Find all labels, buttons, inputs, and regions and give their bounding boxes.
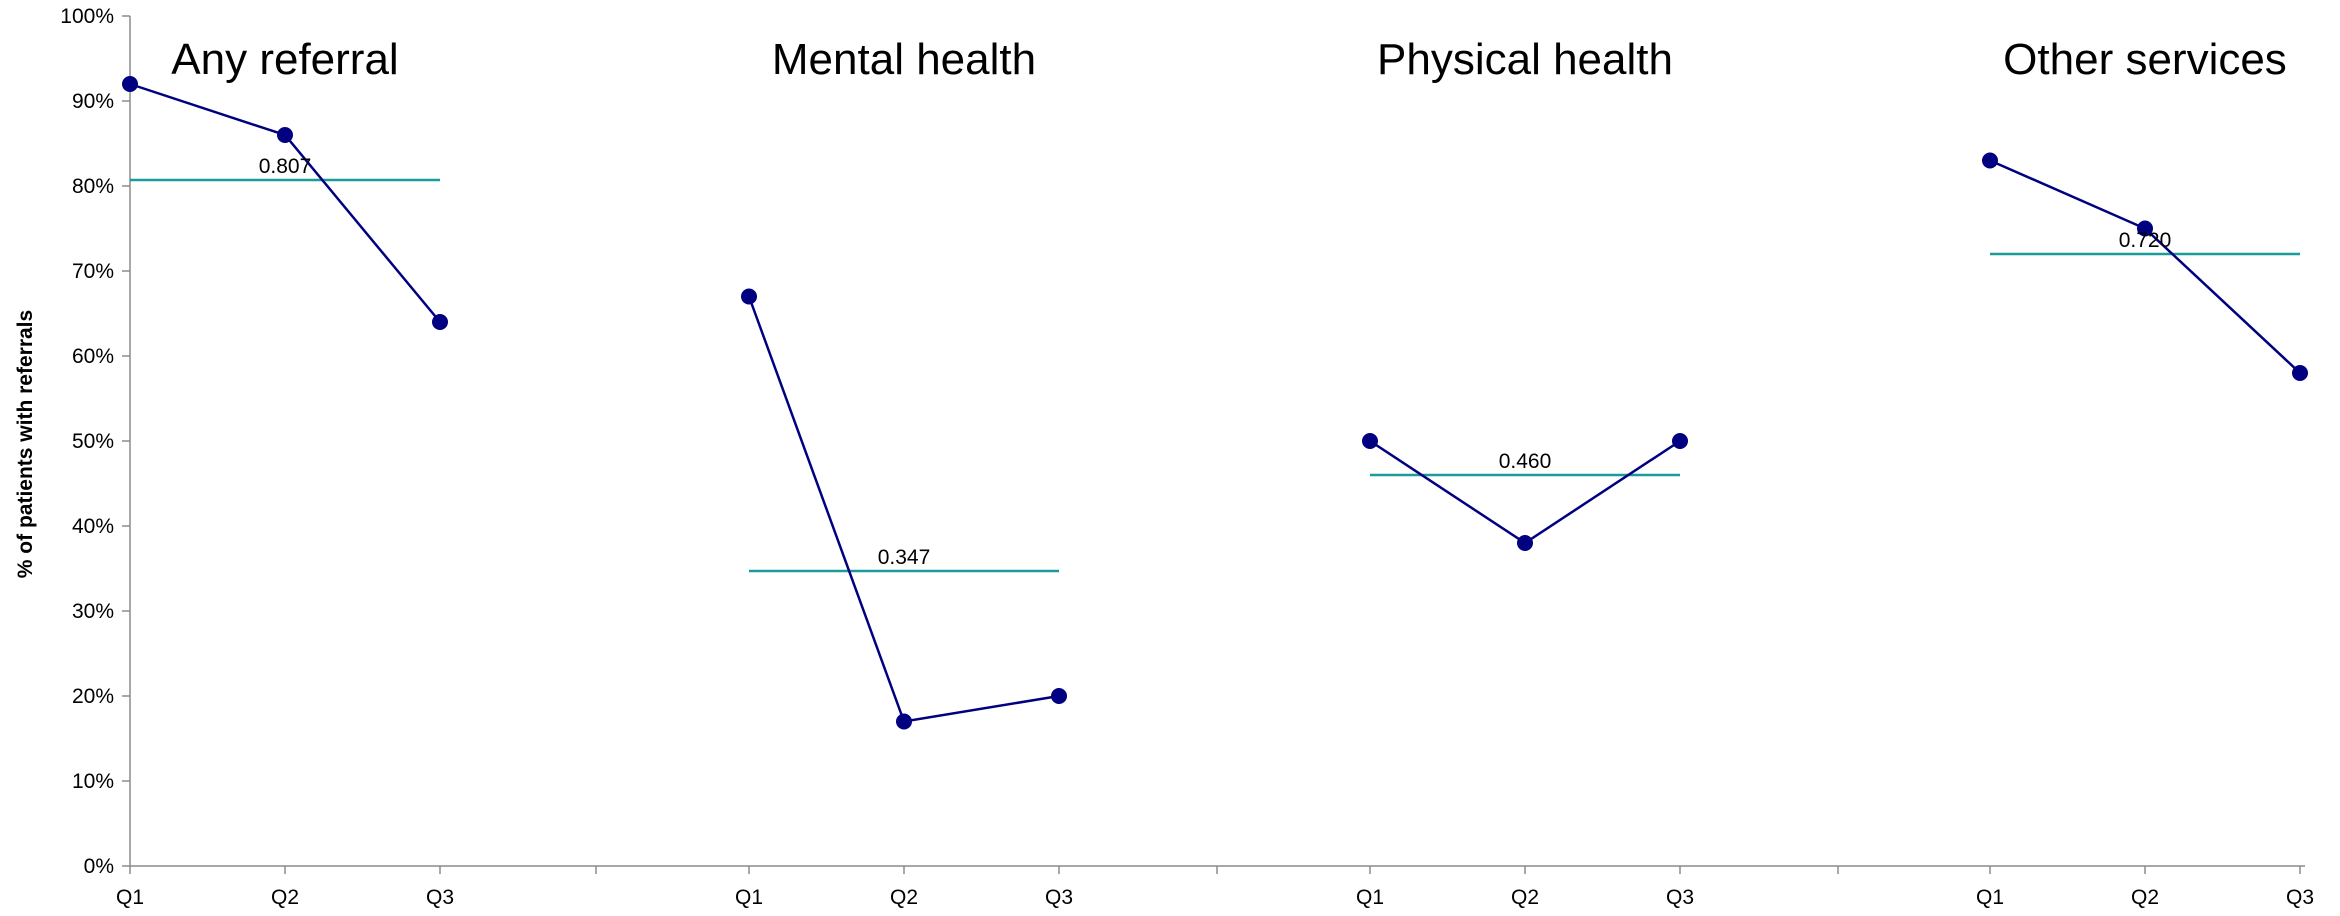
y-tick-label: 80% <box>72 175 114 198</box>
data-point <box>741 288 757 305</box>
panel-4: Q1 Q2 Q3 Other services 0.720 <box>1976 35 2314 909</box>
panel-title: Mental health <box>772 35 1036 84</box>
panels: Q1 Q2 Q3 Any referral 0.807 Q1 Q2 Q3 Mental heal… <box>116 35 2314 909</box>
x-tick-label: Q1 <box>1356 886 1384 909</box>
y-tick-label: 0% <box>84 855 114 878</box>
mean-label: 0.460 <box>1499 450 1552 473</box>
data-point <box>432 314 448 330</box>
data-point <box>2292 365 2308 381</box>
y-tick-label: 60% <box>72 345 114 368</box>
series-line <box>747 296 1060 723</box>
data-point <box>1672 433 1688 449</box>
x-tick-label: Q1 <box>116 886 144 909</box>
y-tick-label: 100% <box>60 5 114 28</box>
y-tick-label: 10% <box>72 770 114 793</box>
y-tick-label: 70% <box>72 260 114 283</box>
x-tick-label: Q2 <box>890 886 918 909</box>
panel-1: Q1 Q2 Q3 Any referral 0.807 <box>116 35 454 909</box>
data-point <box>1362 433 1378 449</box>
y-tick-label: 90% <box>72 90 114 113</box>
x-tick-label: Q2 <box>2131 886 2159 909</box>
data-point <box>122 76 138 92</box>
mean-label: 0.720 <box>2119 229 2172 252</box>
y-axis-label: % of patients with referrals <box>14 310 37 578</box>
data-point <box>2137 220 2153 237</box>
panel-2: Q1 Q2 Q3 Mental health 0.347 <box>735 35 1073 909</box>
x-tick-label: Q3 <box>1666 886 1694 909</box>
data-point <box>1982 152 1998 169</box>
data-point <box>896 713 912 730</box>
mean-label: 0.347 <box>878 546 931 569</box>
y-tick-label: 30% <box>72 600 114 623</box>
panel-title: Any referral <box>171 35 398 84</box>
y-tick-label: 20% <box>72 685 114 708</box>
data-point <box>277 127 293 143</box>
x-tick-label: Q2 <box>1511 886 1539 909</box>
series-line <box>129 82 441 323</box>
x-tick-label: Q3 <box>1045 886 1073 909</box>
panel-title: Other services <box>2003 35 2287 84</box>
x-tick-label: Q3 <box>426 886 454 909</box>
x-tick-label: Q1 <box>735 886 763 909</box>
series-line <box>1989 159 2301 374</box>
data-point <box>1051 688 1067 704</box>
mean-label: 0.807 <box>259 155 312 178</box>
y-tick-label: 50% <box>72 430 114 453</box>
axes: 0% 10% 20% 30% 40% 50% 60% 70% 80% 90% 100% <box>60 5 2305 878</box>
panel-title: Physical health <box>1377 35 1673 84</box>
data-point <box>1517 535 1533 551</box>
panel-3: Q1 Q2 Q3 Physical health 0.460 <box>1356 35 1694 909</box>
x-tick-label: Q3 <box>2286 886 2314 909</box>
x-tick-label: Q2 <box>271 886 299 909</box>
x-tick-label: Q1 <box>1976 886 2004 909</box>
y-tick-label: 40% <box>72 515 114 538</box>
